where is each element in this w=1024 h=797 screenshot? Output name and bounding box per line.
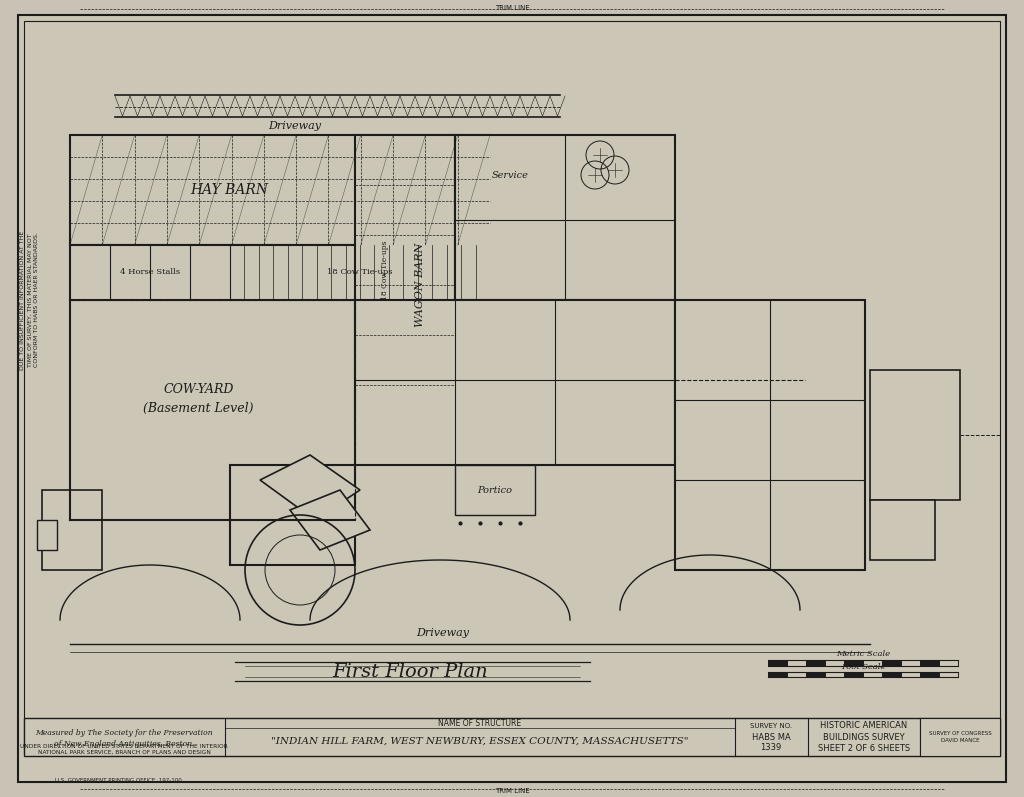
Bar (37, 520, 57, 550)
Text: 4 Horse Stalls: 4 Horse Stalls (120, 269, 180, 277)
Bar (882, 660, 901, 666)
Bar (901, 672, 920, 677)
Text: TRIM LINE: TRIM LINE (495, 5, 529, 11)
Bar (870, 500, 935, 560)
Bar (844, 672, 863, 677)
Text: Driveway: Driveway (417, 628, 469, 638)
Text: Measured by The Society for the Preservation
of New England Antiquities, Boston.: Measured by The Society for the Preserva… (35, 729, 213, 748)
Text: SURVEY OF CONGRESS
DAVID MANCE: SURVEY OF CONGRESS DAVID MANCE (929, 731, 991, 743)
Text: Metric Scale: Metric Scale (836, 650, 890, 658)
Bar (882, 672, 901, 677)
Text: 18 Cow Tie-ups: 18 Cow Tie-ups (381, 240, 389, 300)
Bar (455, 465, 535, 515)
Bar (24, 718, 1000, 756)
Bar (863, 672, 882, 677)
Text: WAGON BARN: WAGON BARN (415, 243, 425, 328)
Bar (787, 672, 806, 677)
Text: Service: Service (492, 171, 528, 179)
Bar (455, 135, 675, 300)
Bar (806, 660, 825, 666)
Text: U.S. GOVERNMENT PRINTING OFFICE  197-100: U.S. GOVERNMENT PRINTING OFFICE 197-100 (55, 778, 181, 783)
Bar (825, 660, 844, 666)
Text: Driveway: Driveway (268, 121, 322, 131)
Bar (939, 660, 958, 666)
Bar (920, 718, 1000, 756)
Text: COW-YARD
(Basement Level): COW-YARD (Basement Level) (143, 383, 254, 415)
Text: HABS MA
1339: HABS MA 1339 (752, 733, 791, 752)
Bar (825, 672, 844, 677)
Bar (920, 672, 939, 677)
Text: Portico: Portico (477, 485, 512, 494)
Text: 18 Cow Tie-ups: 18 Cow Tie-ups (328, 269, 393, 277)
Bar (675, 300, 865, 570)
Bar (70, 135, 490, 245)
Text: DUE TO INSUFFICIENT INFORMATION AT THE
TIME OF SURVEY, THIS MATERIAL MAY NOT
CON: DUE TO INSUFFICIENT INFORMATION AT THE T… (20, 230, 40, 370)
Bar (70, 245, 490, 300)
Text: "INDIAN HILL FARM, WEST NEWBURY, ESSEX COUNTY, MASSACHUSETTS": "INDIAN HILL FARM, WEST NEWBURY, ESSEX C… (271, 737, 689, 746)
Bar (768, 660, 787, 666)
Bar (42, 490, 102, 570)
Bar (920, 660, 939, 666)
Polygon shape (290, 490, 370, 550)
Bar (787, 660, 806, 666)
Text: Foot Scale: Foot Scale (841, 663, 885, 671)
Bar (355, 135, 455, 435)
Bar (901, 660, 920, 666)
Bar (806, 672, 825, 677)
Text: First Floor Plan: First Floor Plan (332, 663, 487, 681)
Bar (870, 370, 961, 500)
Text: HISTORIC AMERICAN
BUILDINGS SURVEY
SHEET 2 OF 6 SHEETS: HISTORIC AMERICAN BUILDINGS SURVEY SHEET… (818, 720, 910, 753)
Bar (230, 465, 355, 565)
Text: HAY BARN: HAY BARN (190, 183, 268, 197)
Polygon shape (260, 455, 360, 520)
Bar (768, 672, 787, 677)
Text: TRIM LINE: TRIM LINE (495, 788, 529, 794)
Text: NAME OF STRUCTURE: NAME OF STRUCTURE (438, 719, 521, 728)
Text: SURVEY NO.: SURVEY NO. (750, 723, 792, 729)
Text: UNDER DIRECTION OF UNITED STATES DEPARTMENT OF THE INTERIOR
NATIONAL PARK SERVIC: UNDER DIRECTION OF UNITED STATES DEPARTM… (20, 744, 228, 755)
Bar (844, 660, 863, 666)
Bar (939, 672, 958, 677)
Bar (863, 660, 882, 666)
Bar (355, 300, 675, 465)
